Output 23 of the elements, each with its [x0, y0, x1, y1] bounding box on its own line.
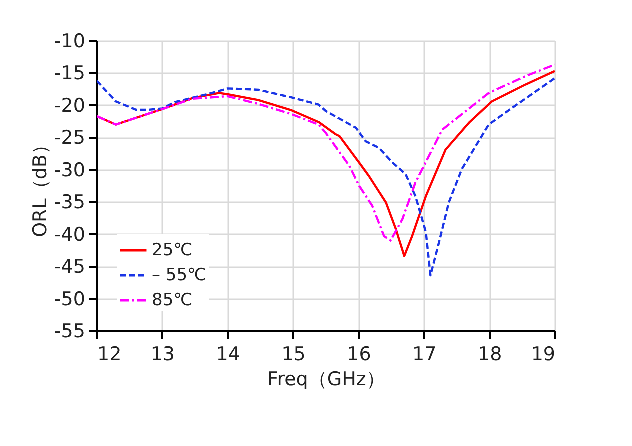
y-tick-label: -35: [54, 192, 86, 214]
y-tick-label: -50: [54, 288, 86, 310]
y-tick-label: -25: [54, 127, 86, 150]
y-tick-label: -20: [54, 94, 86, 117]
x-tick-label: 12: [98, 344, 122, 366]
y-tick-label: -45: [54, 256, 86, 278]
x-tick-label: 18: [478, 344, 502, 366]
y-tick-label: -15: [54, 62, 86, 85]
y-tick-label: -55: [54, 320, 86, 342]
y-axis-title: ORL（dB）: [29, 136, 52, 238]
x-tick-label: 17: [412, 344, 437, 366]
y-tick-label: -30: [54, 159, 86, 182]
legend-label: – 55℃: [152, 266, 207, 286]
x-axis-title: Freq（GHz）: [268, 368, 386, 390]
x-tick-label: 14: [216, 344, 240, 366]
x-tick-label: 16: [347, 344, 372, 366]
x-tick-label: 15: [282, 344, 306, 366]
y-tick-label: -40: [54, 224, 86, 246]
legend-label: 25℃: [152, 240, 193, 260]
x-tick-label: 19: [531, 344, 556, 366]
y-tick-label: -10: [54, 30, 86, 52]
legend-label: 85℃: [152, 290, 193, 310]
x-tick-label: 13: [150, 344, 176, 366]
